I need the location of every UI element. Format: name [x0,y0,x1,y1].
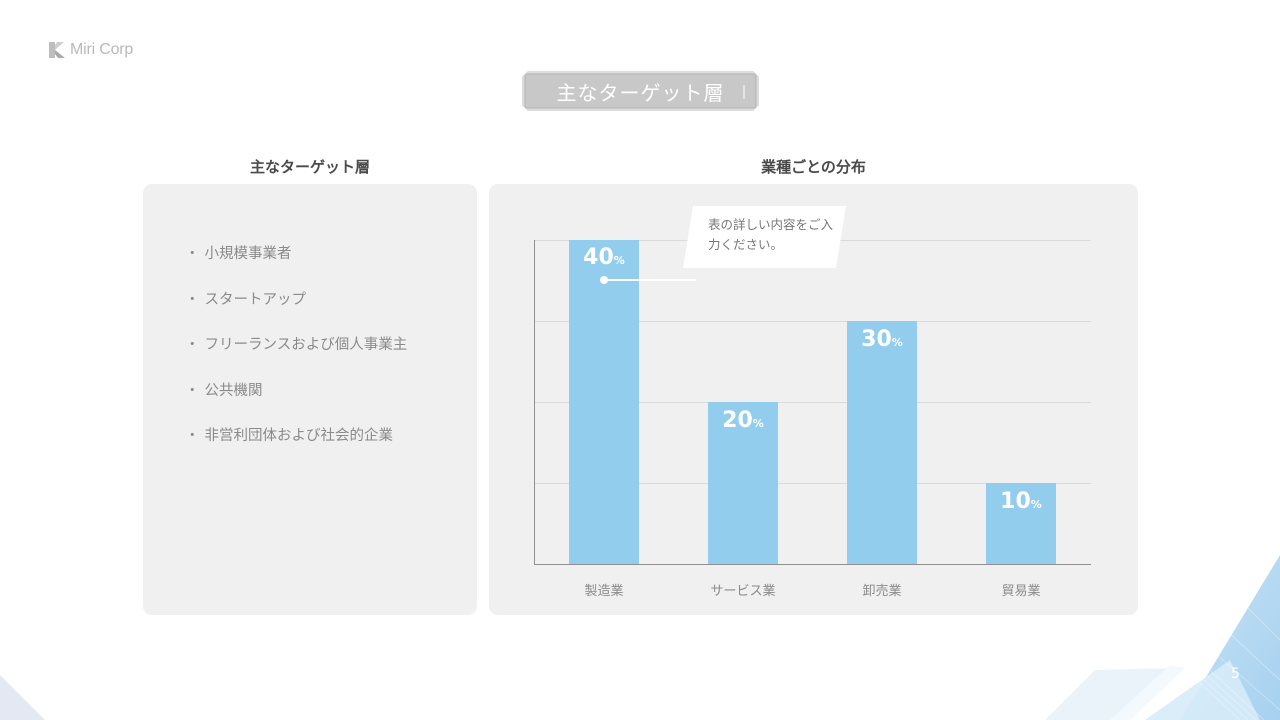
list-item: ・スタートアップ [185,291,306,308]
right-section-heading: 業種ごとの分布 [761,158,866,176]
target-list-panel [143,184,477,615]
company-logo: Miri Corp [48,41,133,59]
target-list: ・小規模事業者 ・スタートアップ ・フリーランスおよび個人事業主 ・公共機関 ・… [185,242,407,470]
list-item: ・フリーランスおよび個人事業主 [185,337,408,353]
slide-title: 主なターゲット層 [556,80,725,105]
left-section-heading: 主なターゲット層 [249,158,370,176]
slide-title-badge: 主なターゲット層 [522,71,759,111]
chart-panel [489,184,1138,615]
decorative-corner-bottom-left [0,675,45,720]
list-item: ・小規模事業者 [185,246,292,262]
list-item: ・公共機関 [185,382,263,399]
title-badge-ornament [743,85,745,99]
logo-text: Miri Corp [70,41,134,58]
page-number: 5 [1231,666,1240,682]
list-item: ・非営利団体および社会的企業 [185,428,393,444]
logo-mark-icon [49,42,65,58]
